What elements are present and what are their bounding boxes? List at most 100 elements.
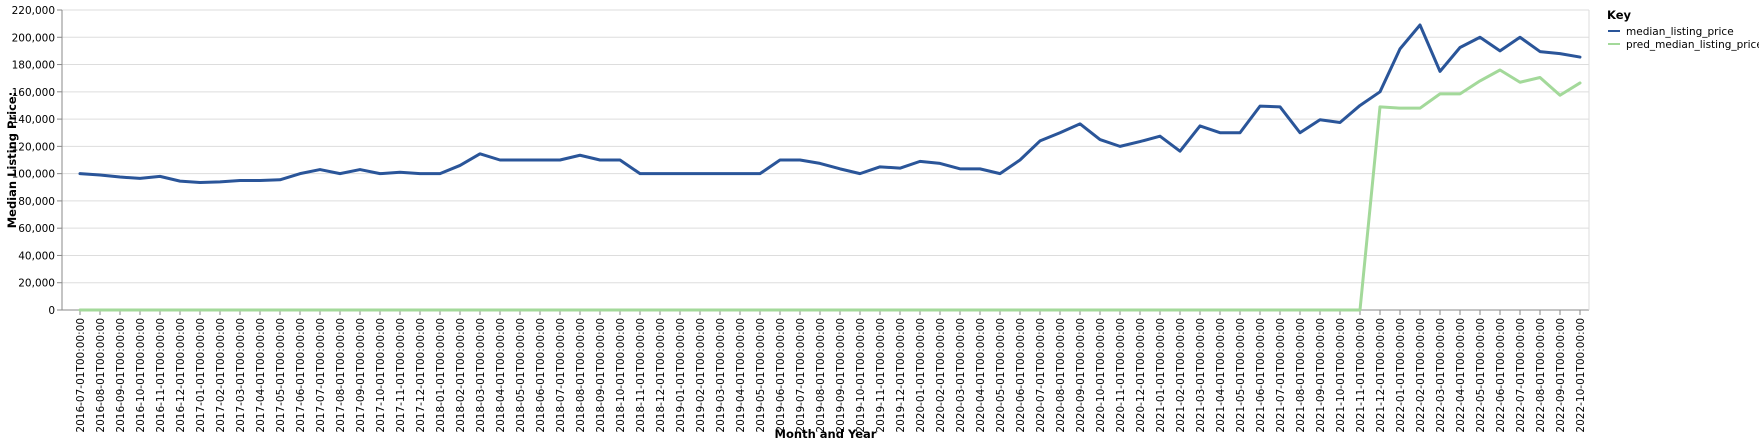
x-tick-label: 2021-03-01T00:00:00 xyxy=(1195,318,1207,433)
x-tick-label: 2017-05-01T00:00:00 xyxy=(275,318,287,433)
x-tick-label: 2022-08-01T00:00:00 xyxy=(1535,318,1547,433)
y-axis-title: Median Listing Price: xyxy=(5,92,19,229)
legend: Key median_listing_pricepred_median_list… xyxy=(1607,8,1759,51)
x-tick-label: 2019-08-01T00:00:00 xyxy=(815,318,827,433)
x-tick-label: 2020-06-01T00:00:00 xyxy=(1015,318,1027,433)
x-tick-label: 2022-03-01T00:00:00 xyxy=(1435,318,1447,433)
x-tick-label: 2019-11-01T00:00:00 xyxy=(875,318,887,433)
x-tick-label: 2020-09-01T00:00:00 xyxy=(1075,318,1087,433)
x-tick-label: 2021-08-01T00:00:00 xyxy=(1295,318,1307,433)
x-tick-label: 2017-01-01T00:00:00 xyxy=(195,318,207,433)
x-tick-label: 2018-07-01T00:00:00 xyxy=(555,318,567,433)
x-tick-label: 2020-03-01T00:00:00 xyxy=(955,318,967,433)
x-tick-label: 2022-05-01T00:00:00 xyxy=(1475,318,1487,433)
x-tick-label: 2016-12-01T00:00:00 xyxy=(175,318,187,433)
x-tick-label: 2021-04-01T00:00:00 xyxy=(1215,318,1227,433)
x-tick-label: 2017-02-01T00:00:00 xyxy=(215,318,227,433)
x-tick-label: 2021-12-01T00:00:00 xyxy=(1375,318,1387,433)
x-axis-ticks: 2016-07-01T00:00:00 2016-08-01T00:00:00 20… xyxy=(75,310,1587,433)
series-line-pred-median-listing-price xyxy=(78,68,1582,312)
x-tick-label: 2017-03-01T00:00:00 xyxy=(235,318,247,433)
x-tick-label: 2017-11-01T00:00:00 xyxy=(395,318,407,433)
x-tick-label: 2022-02-01T00:00:00 xyxy=(1415,318,1427,433)
y-tick-label: 40,000 xyxy=(18,250,55,262)
x-tick-label: 2021-05-01T00:00:00 xyxy=(1235,318,1247,433)
x-tick-label: 2019-12-01T00:00:00 xyxy=(895,318,907,433)
x-tick-label: 2019-07-01T00:00:00 xyxy=(795,318,807,433)
y-tick-label: 220,000 xyxy=(12,5,55,17)
axes xyxy=(61,10,1590,311)
y-tick-label: 80,000 xyxy=(18,196,55,208)
x-tick-label: 2018-10-01T00:00:00 xyxy=(615,318,627,433)
x-tick-label: 2021-10-01T00:00:00 xyxy=(1335,318,1347,433)
x-tick-label: 2020-02-01T00:00:00 xyxy=(935,318,947,433)
x-tick-label: 2020-04-01T00:00:00 xyxy=(975,318,987,433)
x-tick-label: 2018-01-01T00:00:00 xyxy=(435,318,447,433)
y-tick-label: 180,000 xyxy=(12,60,55,72)
x-tick-label: 2018-09-01T00:00:00 xyxy=(595,318,607,433)
x-tick-label: 2020-05-01T00:00:00 xyxy=(995,318,1007,433)
y-tick-label: 120,000 xyxy=(12,141,55,153)
y-tick-label: 60,000 xyxy=(18,223,55,235)
x-tick-label: 2018-12-01T00:00:00 xyxy=(655,318,667,433)
y-tick-label: 160,000 xyxy=(12,87,55,99)
x-tick-label: 2018-02-01T00:00:00 xyxy=(455,318,467,433)
x-tick-label: 2016-07-01T00:00:00 xyxy=(75,318,87,433)
x-tick-label: 2022-04-01T00:00:00 xyxy=(1455,318,1467,433)
x-tick-label: 2019-01-01T00:00:00 xyxy=(675,318,687,433)
series-line-median-listing-price xyxy=(78,23,1582,184)
y-axis-ticks: 0 20,000 40,000 60,000 80,000 100,000 120,000 1… xyxy=(12,5,62,317)
y-gridlines xyxy=(62,9,1589,311)
x-tick-label: 2020-08-01T00:00:00 xyxy=(1055,318,1067,433)
y-tick-label: 140,000 xyxy=(12,114,55,126)
x-tick-label: 2021-06-01T00:00:00 xyxy=(1255,318,1267,433)
x-tick-label: 2020-10-01T00:00:00 xyxy=(1095,318,1107,433)
x-tick-label: 2021-11-01T00:00:00 xyxy=(1355,318,1367,433)
x-tick-label: 2021-09-01T00:00:00 xyxy=(1315,318,1327,433)
x-tick-label: 2020-01-01T00:00:00 xyxy=(915,318,927,433)
x-tick-label: 2020-07-01T00:00:00 xyxy=(1035,318,1047,433)
x-tick-label: 2016-09-01T00:00:00 xyxy=(115,318,127,433)
x-tick-label: 2022-01-01T00:00:00 xyxy=(1395,318,1407,433)
x-tick-label: 2020-11-01T00:00:00 xyxy=(1115,318,1127,433)
x-tick-label: 2019-05-01T00:00:00 xyxy=(755,318,767,433)
x-tick-label: 2019-02-01T00:00:00 xyxy=(695,318,707,433)
x-tick-label: 2018-06-01T00:00:00 xyxy=(535,318,547,433)
y-tick-label: 200,000 xyxy=(12,32,55,44)
x-tick-label: 2022-07-01T00:00:00 xyxy=(1515,318,1527,433)
y-tick-label: 0 xyxy=(48,305,55,317)
legend-label: pred_median_listing_price xyxy=(1626,39,1759,51)
x-tick-label: 2018-04-01T00:00:00 xyxy=(495,318,507,433)
x-tick-label: 2019-03-01T00:00:00 xyxy=(715,318,727,433)
y-tick-label: 20,000 xyxy=(18,278,55,290)
x-tick-label: 2022-06-01T00:00:00 xyxy=(1495,318,1507,433)
x-tick-label: 2021-02-01T00:00:00 xyxy=(1175,318,1187,433)
series-lines xyxy=(78,23,1582,312)
x-tick-label: 2017-09-01T00:00:00 xyxy=(355,318,367,433)
x-tick-label: 2019-09-01T00:00:00 xyxy=(835,318,847,433)
x-tick-label: 2017-04-01T00:00:00 xyxy=(255,318,267,433)
x-tick-label: 2018-11-01T00:00:00 xyxy=(635,318,647,433)
x-tick-label: 2022-10-01T00:00:00 xyxy=(1575,318,1587,433)
x-tick-label: 2019-04-01T00:00:00 xyxy=(735,318,747,433)
x-tick-label: 2016-08-01T00:00:00 xyxy=(95,318,107,433)
y-tick-label: 100,000 xyxy=(12,169,55,181)
x-tick-label: 2021-01-01T00:00:00 xyxy=(1155,318,1167,433)
legend-label: median_listing_price xyxy=(1626,26,1734,38)
legend-title: Key xyxy=(1607,8,1632,22)
x-tick-label: 2017-12-01T00:00:00 xyxy=(415,318,427,433)
x-tick-label: 2018-08-01T00:00:00 xyxy=(575,318,587,433)
x-tick-label: 2016-10-01T00:00:00 xyxy=(135,318,147,433)
x-tick-label: 2017-10-01T00:00:00 xyxy=(375,318,387,433)
x-tick-label: 2017-06-01T00:00:00 xyxy=(295,318,307,433)
x-tick-label: 2018-05-01T00:00:00 xyxy=(515,318,527,433)
x-tick-label: 2019-06-01T00:00:00 xyxy=(775,318,787,433)
x-tick-label: 2022-09-01T00:00:00 xyxy=(1555,318,1567,433)
x-tick-label: 2016-11-01T00:00:00 xyxy=(155,318,167,433)
x-tick-label: 2017-08-01T00:00:00 xyxy=(335,318,347,433)
x-tick-label: 2017-07-01T00:00:00 xyxy=(315,318,327,433)
x-tick-label: 2021-07-01T00:00:00 xyxy=(1275,318,1287,433)
x-tick-label: 2020-12-01T00:00:00 xyxy=(1135,318,1147,433)
x-axis-title: Month and Year xyxy=(775,427,877,441)
